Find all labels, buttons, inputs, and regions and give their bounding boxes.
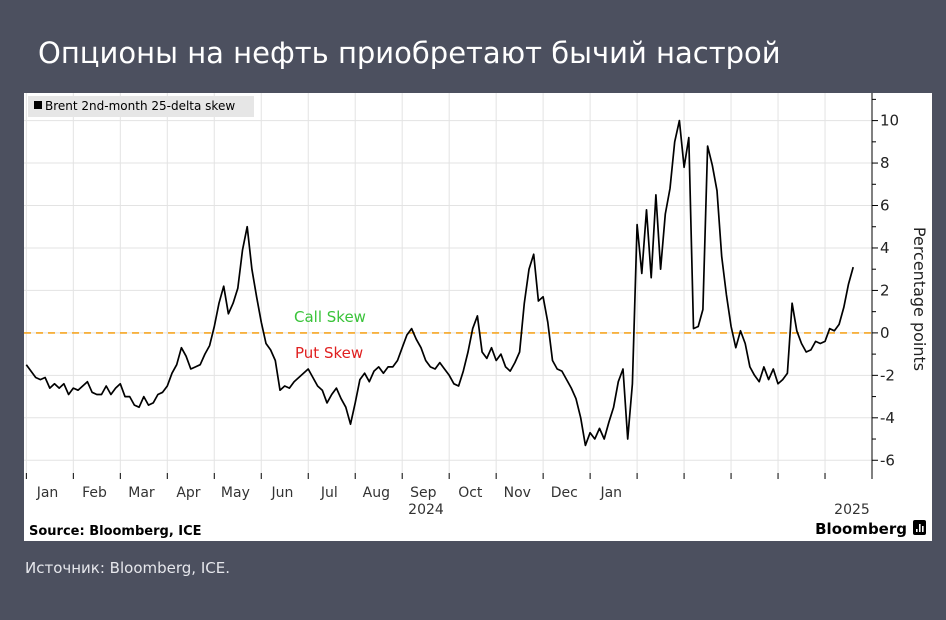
x-tick-label: Dec [551,485,578,501]
legend-label: Brent 2nd-month 25-delta skew [45,99,235,113]
x-tick-label: Jan [36,485,59,501]
x-ticks: Jan Feb Mar Apr May Jun Jul Aug Sep Oct Nov Dec Jan [25,473,873,501]
bloomberg-logo-text: Bloomberg [815,520,907,538]
x-tick-label: Mar [128,485,155,501]
put-skew-label: Put Skew [295,344,363,362]
y-axis-title: Percentage points [910,227,929,371]
x-tick-label: Jun [270,485,293,501]
bloomberg-logo-icon [913,520,926,535]
y-tick-label: -2 [880,366,895,384]
y-tick-label: -6 [880,451,895,469]
series-line [25,119,855,447]
page-title: Опционы на нефть приобретают бычий настр… [38,36,781,70]
y-tick-label: 10 [880,112,899,130]
y-tick-label: 6 [880,197,890,215]
x-tick-label: Jan [599,485,622,501]
x-tick-label: Feb [82,485,107,501]
year-label-2024: 2024 [408,502,444,518]
y-tick-label: 4 [880,239,890,257]
source-caption: Источник: Bloomberg, ICE. [25,559,230,577]
chart-svg: 10 8 6 4 2 0 -2 -4 -6 Jan Feb Mar Apr May Jun Jul Aug Se… [24,93,929,539]
y-tick-label: -4 [880,409,895,427]
source-label: Source: Bloomberg, ICE [29,524,202,539]
x-tick-label: Sep [410,485,437,501]
x-tick-label: Oct [458,485,483,501]
grid-lines [24,93,873,473]
y-tick-label: 0 [880,324,890,342]
x-tick-label: Aug [363,485,390,501]
chart-panel: 10 8 6 4 2 0 -2 -4 -6 Jan Feb Mar Apr May Jun Jul Aug Se… [24,93,932,541]
y-ticks: 10 8 6 4 2 0 -2 -4 -6 [872,98,899,469]
x-tick-label: Nov [504,485,531,501]
y-tick-label: 8 [880,154,890,172]
y-tick-label: 2 [880,281,890,299]
x-tick-label: Jul [320,485,338,501]
x-tick-label: Apr [176,485,200,501]
legend-box [28,96,254,117]
x-tick-label: May [221,485,250,501]
call-skew-label: Call Skew [294,308,366,326]
year-label-2025: 2025 [834,502,870,518]
legend-swatch [34,101,42,109]
